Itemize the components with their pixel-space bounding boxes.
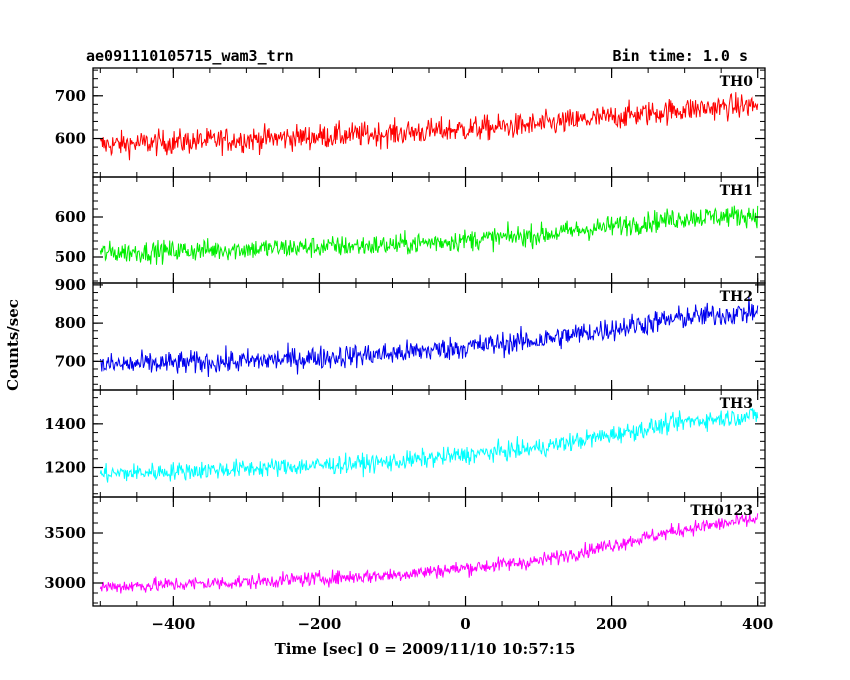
series-th1 (99, 205, 759, 265)
panel-label: TH3 (720, 396, 753, 412)
series-th3 (99, 408, 759, 483)
series-th2 (99, 296, 759, 378)
panel-frame (92, 496, 766, 607)
series-th0 (99, 92, 759, 161)
y-tick-label: 700 (55, 87, 86, 105)
x-tick-label: 200 (596, 615, 627, 633)
series-th0123 (99, 511, 759, 594)
y-tick-label: 500 (55, 248, 86, 266)
y-axis-label: Counts/sec (4, 299, 22, 391)
panel-frame (92, 389, 766, 498)
panel-frame (92, 176, 766, 284)
panel-label: TH0123 (690, 503, 753, 519)
y-tick-label: 800 (55, 314, 86, 332)
panel-th2: 700 800 900 TH2 (55, 276, 766, 391)
y-tick-label: 3500 (44, 524, 86, 542)
x-tick-label: 400 (742, 615, 773, 633)
y-tick-label: 3000 (44, 574, 86, 592)
y-tick-label: 900 (55, 276, 86, 294)
panel-label: TH2 (720, 289, 753, 305)
y-tick-label: 1200 (44, 459, 86, 477)
y-tick-label: 600 (55, 208, 86, 226)
panel-th0123: 3000 3500 TH0123 (44, 496, 766, 607)
x-tick-label: −200 (297, 615, 341, 633)
x-axis: −400 −200 0 200 400 (151, 615, 773, 633)
x-tick-label: 0 (460, 615, 470, 633)
x-axis-label: Time [sec] 0 = 2009/11/10 10:57:15 (275, 640, 576, 658)
panel-th3: 1200 1400 TH3 (44, 389, 766, 498)
chart-title: ae091110105715_wam3_trn (86, 47, 294, 65)
x-tick-label: −400 (151, 615, 195, 633)
panel-th0: 600 700 TH0 (55, 67, 766, 178)
bin-time-label: Bin time: 1.0 s (613, 47, 748, 65)
y-tick-label: 600 (55, 130, 86, 148)
panel-th1: 500 600 TH1 (55, 176, 766, 284)
y-tick-label: 700 (55, 352, 86, 370)
panels: 600 700 TH0 500 600 TH1 700 800 900 TH2 1200 1400 TH… (44, 67, 766, 607)
panel-label: TH0 (720, 74, 754, 90)
panel-frame (92, 282, 766, 391)
panel-label: TH1 (720, 183, 753, 199)
y-tick-label: 1400 (44, 415, 86, 433)
